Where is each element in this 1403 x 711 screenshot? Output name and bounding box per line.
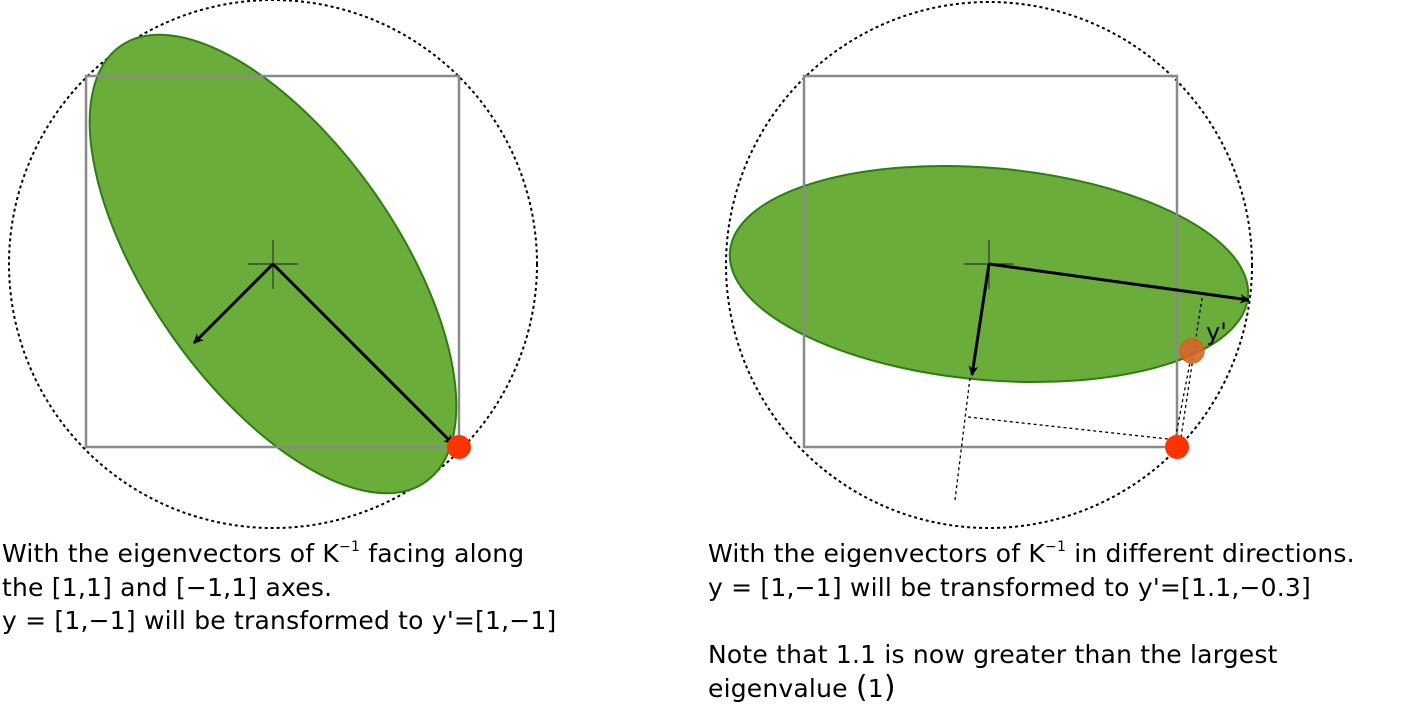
right-caption-line-4: eigenvalue (1) — [708, 671, 896, 706]
right-eigenvector-long — [988, 262, 1250, 304]
right-caption-line-2: y = [1,−1] will be transformed to y'=[1.… — [708, 573, 1311, 602]
left-caption-line-1-after: facing along — [360, 539, 525, 568]
left-eigenvector-long — [271, 262, 455, 446]
right-unit-square — [802, 74, 1179, 449]
left-panel — [8, 0, 538, 529]
left-unit-square — [84, 74, 461, 449]
eigenvalue-paren-close: ) — [883, 670, 896, 705]
right-eigenvector-short — [968, 263, 991, 376]
eigenvalue-value: 1 — [867, 674, 884, 703]
left-unit-circle — [8, 0, 538, 529]
left-point-y — [447, 435, 471, 459]
right-unit-circle — [725, 1, 1253, 529]
right-projection-lines — [954, 297, 1203, 501]
eigenvalue-paren-open: ( — [855, 670, 868, 705]
left-caption-superscript: −1 — [339, 538, 361, 555]
left-eigenvector-short — [192, 262, 275, 345]
right-caption-line-1: With the eigenvectors of K−1 in differen… — [708, 537, 1355, 571]
right-panel: y' — [725, 1, 1253, 529]
y-prime-label: y' — [1206, 318, 1227, 346]
left-caption-line-3: y = [1,−1] will be transformed to y'=[1,… — [2, 606, 557, 635]
left-caption-line-2: the [1,1] and [−1,1] axes. — [2, 573, 333, 602]
right-caption-line-1-after: in different directions. — [1066, 539, 1355, 568]
right-caption-line-1-before: With the eigenvectors of K — [708, 539, 1046, 568]
right-caption-line-3: Note that 1.1 is now greater than the la… — [708, 640, 1278, 669]
right-point-y — [1165, 435, 1189, 459]
left-caption-line-1: With the eigenvectors of K−1 facing alon… — [2, 537, 524, 571]
right-point-y-prime — [1179, 338, 1205, 364]
left-caption-line-1-before: With the eigenvectors of K — [2, 539, 340, 568]
right-caption-line-4-before: eigenvalue — [708, 674, 856, 703]
right-caption-superscript: −1 — [1045, 538, 1067, 555]
